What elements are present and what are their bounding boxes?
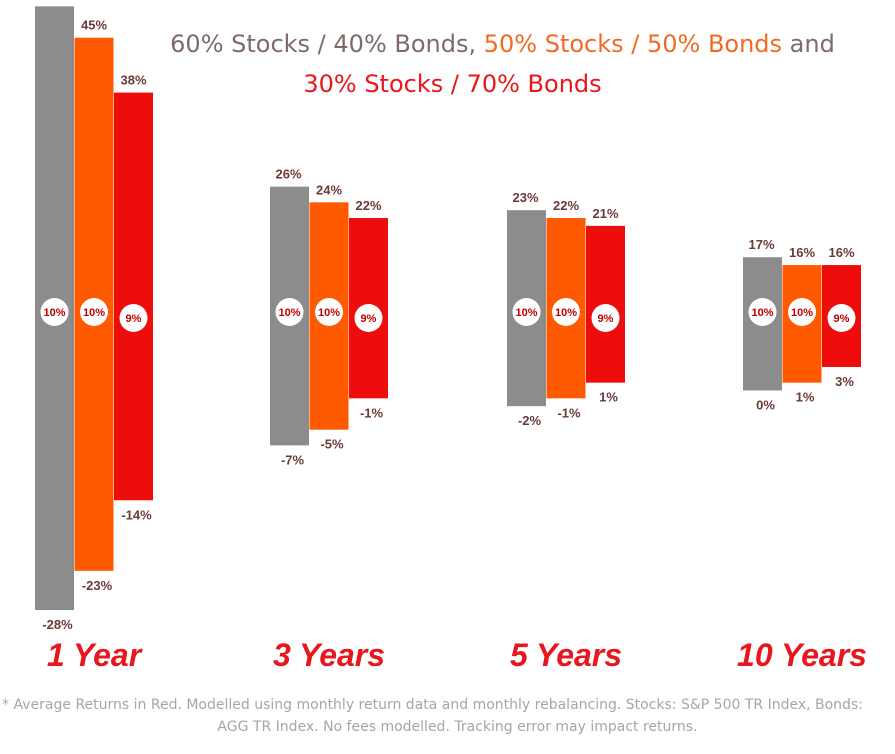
min-label-30-70-1-year: -14% (121, 507, 152, 522)
max-label-50-50-3-years: 24% (316, 182, 342, 197)
max-label-30-70-3-years: 22% (355, 198, 381, 213)
title-series-50-50: 50% Stocks / 50% Bonds (483, 30, 783, 58)
min-label-60-40-3-years: -7% (281, 452, 305, 467)
avg-label-50-50-5-years: 10% (555, 307, 577, 319)
avg-marker-50-50-5-years (552, 298, 580, 326)
min-label-50-50-5-years: -1% (557, 405, 581, 420)
avg-label-60-40-10-years: 10% (751, 307, 773, 319)
max-label-60-40-3-years: 26% (275, 167, 301, 182)
avg-marker-50-50-3-years (315, 298, 343, 326)
avg-marker-30-70-10-years (827, 304, 856, 332)
footnote-line-2: AGG TR Index. No fees modelled. Tracking… (217, 719, 698, 735)
min-label-50-50-3-years: -5% (320, 437, 344, 452)
max-label-30-70-1-year: 38% (120, 73, 146, 88)
avg-marker-60-40-1-year (40, 298, 69, 326)
avg-label-50-50-10-years: 10% (791, 307, 813, 319)
max-label-60-40-1-year: 49% (40, 0, 66, 1)
max-label-50-50-10-years: 16% (789, 245, 815, 260)
avg-marker-30-70-1-year (119, 304, 148, 332)
avg-marker-50-50-10-years (788, 298, 816, 326)
avg-marker-50-50-1-year (80, 298, 108, 326)
chart-title-line-1: 60% Stocks / 40% Bonds, 50% Stocks / 50%… (0, 30, 895, 58)
title-series-60-40: 60% Stocks / 40% Bonds (170, 30, 469, 58)
avg-label-60-40-5-years: 10% (515, 307, 537, 319)
min-label-30-70-5-years: 1% (599, 390, 618, 405)
period-label-1-year: 1 Year (47, 637, 143, 673)
min-label-60-40-10-years: 0% (756, 398, 775, 413)
avg-label-30-70-1-year: 9% (126, 313, 142, 325)
period-label-5-years: 5 Years (510, 637, 622, 673)
min-label-30-70-10-years: 3% (835, 374, 854, 389)
max-label-60-40-10-years: 17% (748, 237, 774, 252)
avg-label-60-40-3-years: 10% (278, 307, 300, 319)
title-separator-comma: , (468, 30, 484, 58)
min-label-50-50-1-year: -23% (82, 578, 113, 593)
max-label-60-40-5-years: 23% (512, 190, 538, 205)
min-label-50-50-10-years: 1% (796, 390, 815, 405)
max-label-50-50-5-years: 22% (553, 198, 579, 213)
avg-marker-30-70-5-years (591, 304, 620, 332)
avg-label-60-40-1-year: 10% (43, 307, 65, 319)
avg-marker-60-40-3-years (275, 298, 304, 326)
max-label-50-50-1-year: 45% (81, 18, 107, 33)
avg-label-50-50-1-year: 10% (83, 307, 105, 319)
footnote-line-1: * Average Returns in Red. Modelled using… (2, 697, 863, 713)
min-label-30-70-3-years: -1% (360, 405, 384, 420)
min-label-60-40-5-years: -2% (518, 413, 542, 428)
avg-label-30-70-5-years: 9% (598, 313, 614, 325)
min-label-60-40-1-year: -28% (42, 617, 73, 632)
avg-label-30-70-10-years: 9% (834, 313, 850, 325)
avg-label-30-70-3-years: 9% (361, 313, 377, 325)
period-label-3-years: 3 Years (273, 637, 385, 673)
avg-marker-60-40-10-years (748, 298, 777, 326)
title-separator-and: and (782, 30, 835, 58)
avg-marker-60-40-5-years (512, 298, 541, 326)
bar-30-70-1-year (114, 92, 153, 501)
avg-label-50-50-3-years: 10% (318, 307, 340, 319)
period-label-10-years: 10 Years (737, 637, 867, 673)
avg-marker-30-70-3-years (354, 304, 383, 332)
max-label-30-70-10-years: 16% (828, 245, 854, 260)
max-label-30-70-5-years: 21% (592, 206, 618, 221)
title-series-30-70: 30% Stocks / 70% Bonds (303, 70, 602, 98)
chart-title-line-2: 30% Stocks / 70% Bonds (0, 70, 895, 98)
